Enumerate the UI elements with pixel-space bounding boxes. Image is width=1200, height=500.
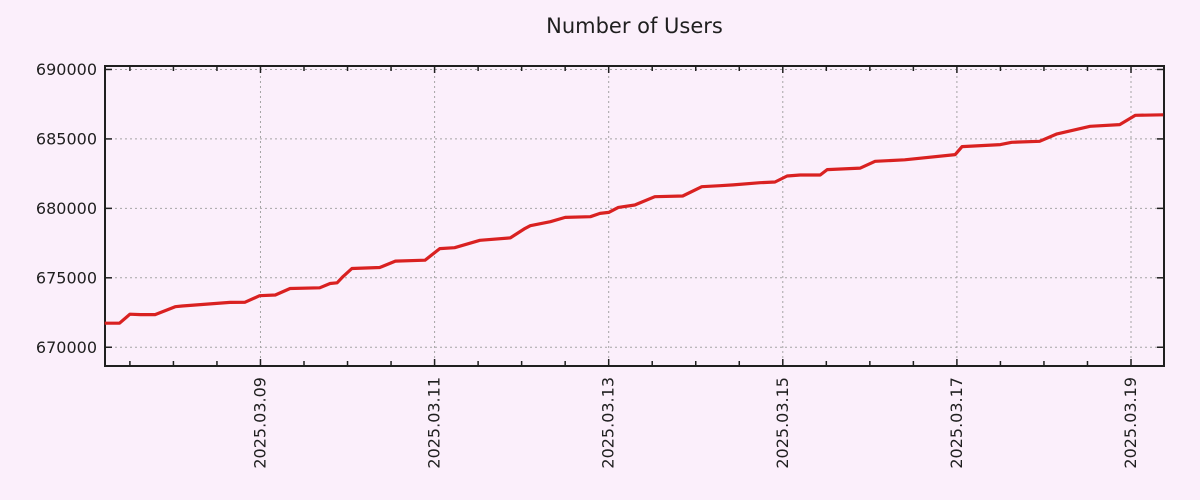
y-tick-label: 680000 bbox=[36, 199, 97, 218]
x-tick-label: 2025.03.19 bbox=[1121, 377, 1140, 469]
plot-border bbox=[104, 65, 1165, 367]
x-tick-label: 2025.03.17 bbox=[947, 377, 966, 469]
x-tick-label: 2025.03.15 bbox=[773, 377, 792, 469]
chart-title: Number of Users bbox=[546, 14, 723, 38]
y-tick-label: 675000 bbox=[36, 268, 97, 287]
y-tick-label: 690000 bbox=[36, 60, 97, 79]
x-tick-label: 2025.03.13 bbox=[599, 377, 618, 469]
y-tick-label: 685000 bbox=[36, 129, 97, 148]
y-tick-label: 670000 bbox=[36, 338, 97, 357]
x-tick-label: 2025.03.09 bbox=[250, 377, 269, 469]
users-series-line bbox=[104, 113, 1164, 325]
x-tick-label: 2025.03.11 bbox=[425, 377, 444, 469]
